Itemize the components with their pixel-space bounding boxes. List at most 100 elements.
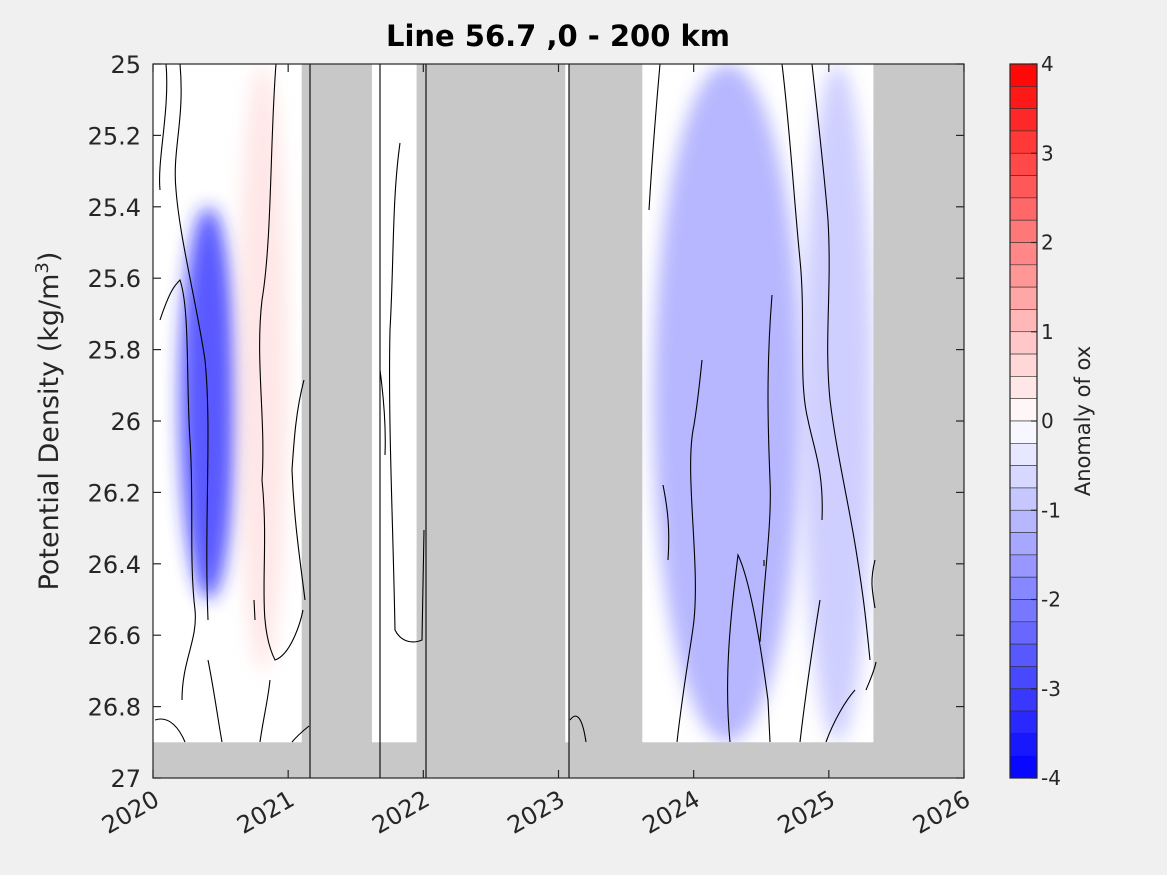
- colorbar-level: [1009, 108, 1038, 132]
- colorbar-tick-label: 3: [1041, 141, 1054, 165]
- no-data-outlines: [309, 64, 570, 778]
- colorbar-level: [1009, 532, 1038, 556]
- colorbar-level: [1009, 219, 1038, 243]
- colorbar-level: [1009, 576, 1038, 600]
- contour-line: [871, 559, 876, 609]
- colorbar-tick-label: -2: [1041, 588, 1061, 612]
- y-tick-label: 26.6: [88, 622, 141, 650]
- contour-line: [159, 278, 196, 701]
- colorbar-level: [1009, 242, 1038, 266]
- colorbar-level: [1009, 755, 1038, 779]
- colorbar-level: [1009, 666, 1038, 690]
- y-tick-label: 25.8: [88, 337, 141, 365]
- colorbar: [1009, 63, 1038, 779]
- contour-line: [727, 553, 771, 743]
- contour-line: [291, 725, 310, 743]
- no-data-interval: [873, 64, 964, 778]
- contour-lines: [154, 64, 877, 743]
- colorbar-level: [1009, 420, 1038, 444]
- contour-line: [781, 64, 823, 521]
- contour-line: [569, 715, 587, 743]
- y-tick-label: 27: [110, 765, 141, 793]
- x-axis-tick-labels: 2020 2021 2022 2023 2024 2025 2026: [97, 785, 975, 840]
- y-axis-tick-labels: 25 25.2 25.4 25.6 25.8 26 26.2 26.4 26.6 26.8 27: [88, 51, 141, 793]
- y-tick-label: 25.6: [88, 265, 141, 293]
- y-tick-label: 25.2: [88, 122, 141, 150]
- contour-line: [379, 369, 386, 456]
- colorbar-level: [1009, 710, 1038, 734]
- x-tick-label: 2024: [638, 785, 705, 840]
- y-axis-label: Potential Density (kg/m3): [32, 252, 65, 591]
- colorbar-level: [1009, 197, 1038, 221]
- anomaly-blob: [236, 64, 289, 671]
- colorbar-level: [1009, 443, 1038, 466]
- colorbar-level: [1009, 63, 1038, 87]
- colorbar-level: [1009, 487, 1038, 511]
- colorbar-level: [1009, 733, 1038, 756]
- anomaly-blob: [801, 64, 874, 743]
- y-tick-label: 26: [110, 408, 141, 436]
- colorbar-tick-labels: 4 3 2 1 0 -1 -2 -3 -4: [1041, 52, 1061, 790]
- x-tick-label: 2023: [503, 785, 570, 840]
- anomaly-field: [180, 64, 874, 743]
- colorbar-level: [1009, 331, 1038, 355]
- y-tick-label: 26.8: [88, 694, 141, 722]
- colorbar-level: [1009, 465, 1038, 489]
- contour-line: [259, 679, 271, 743]
- colorbar-level: [1009, 353, 1038, 377]
- colorbar-level: [1009, 621, 1038, 645]
- colorbar-tick-label: -3: [1041, 677, 1061, 701]
- x-tick-label: 2026: [908, 785, 975, 840]
- contour-line: [174, 64, 209, 621]
- contour-line: [825, 689, 856, 743]
- colorbar-level: [1009, 86, 1038, 109]
- contour-line: [799, 599, 821, 743]
- axis-ticks: [152, 63, 965, 779]
- no-data-interval: [416, 64, 566, 778]
- contour-line: [388, 142, 425, 643]
- colorbar-tick-label: 0: [1041, 409, 1054, 433]
- colorbar-level: [1009, 643, 1038, 667]
- contour-line: [811, 64, 871, 661]
- colorbar-level: [1009, 599, 1038, 623]
- colorbar-level: [1009, 175, 1038, 199]
- colorbar-level: [1009, 376, 1038, 399]
- colorbar-level: [1009, 688, 1038, 712]
- colorbar-level: [1009, 286, 1038, 310]
- contour-line: [253, 599, 256, 621]
- x-tick-label: 2021: [232, 785, 299, 840]
- y-tick-label: 26.4: [88, 551, 141, 579]
- contour-line: [207, 659, 223, 743]
- no-data-interval: [569, 64, 643, 778]
- colorbar-tick-label: 1: [1041, 320, 1054, 344]
- x-tick-label: 2022: [367, 785, 434, 840]
- colorbar-tick-label: -1: [1041, 498, 1061, 522]
- colorbar-level: [1009, 130, 1038, 154]
- contour-line: [676, 359, 703, 743]
- colorbar-tick-label: 4: [1041, 52, 1054, 76]
- contour-line: [159, 64, 168, 191]
- colorbar-tick-label: -4: [1041, 766, 1061, 790]
- contour-line: [865, 661, 877, 691]
- chart-title: Line 56.7 ,0 - 200 km: [386, 19, 730, 53]
- contour-line: [291, 379, 306, 601]
- y-tick-label: 25: [110, 51, 141, 79]
- colorbar-level: [1009, 398, 1038, 422]
- contour-line: [648, 64, 661, 211]
- x-tick-label: 2025: [773, 785, 840, 840]
- x-tick-label: 2020: [97, 785, 164, 840]
- contour-line: [154, 718, 186, 743]
- colorbar-level: [1009, 309, 1038, 333]
- colorbar-ticks: [1031, 63, 1037, 779]
- y-tick-label: 26.2: [88, 479, 141, 507]
- colorbar-level: [1009, 554, 1038, 578]
- contour-line: [662, 484, 670, 561]
- colorbar-level: [1009, 509, 1038, 533]
- colorbar-level: [1009, 152, 1038, 176]
- no-data-interval: [301, 64, 372, 778]
- anomaly-blob: [653, 64, 802, 743]
- colorbar-level: [1009, 264, 1038, 288]
- anomaly-blob: [180, 206, 237, 600]
